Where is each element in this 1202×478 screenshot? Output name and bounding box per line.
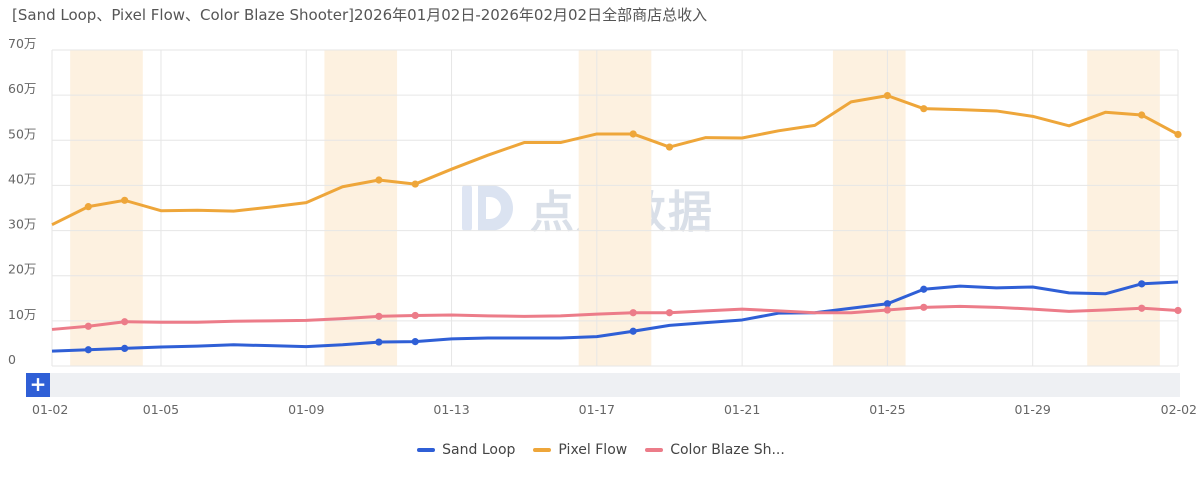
legend-label: Pixel Flow (558, 442, 628, 458)
data-point[interactable] (375, 176, 383, 184)
legend-item-0[interactable]: Sand Loop (417, 442, 515, 458)
y-tick-label: 20万 (8, 262, 36, 277)
series-lines (51, 94, 1179, 353)
series-line-2[interactable] (51, 304, 1179, 331)
zoom-expand-button[interactable]: + (26, 373, 50, 397)
x-tick-label: 01-29 (1015, 402, 1051, 417)
legend-swatch (533, 448, 552, 452)
data-point[interactable] (1138, 280, 1146, 288)
highlight-band-0 (70, 50, 143, 366)
data-point[interactable] (629, 130, 637, 138)
legend-item-1[interactable]: Pixel Flow (533, 442, 627, 458)
data-point[interactable] (121, 196, 129, 204)
data-point[interactable] (1138, 304, 1146, 312)
x-tick-label: 01-02 (32, 402, 68, 417)
legend-swatch (417, 448, 436, 452)
legend-item-2[interactable]: Color Blaze Sh... (645, 442, 785, 458)
x-axis-ticks: 01-02 01-05 01-09 01-13 01-17 01-21 01-25 01-29… (32, 402, 1197, 417)
highlight-band-2 (578, 50, 652, 366)
legend: Sand Loop Pixel Flow Color Blaze Sh... (0, 442, 1202, 458)
data-point[interactable] (920, 303, 928, 311)
data-point[interactable] (84, 322, 92, 330)
data-point[interactable] (1174, 130, 1182, 139)
series-markers (84, 91, 1182, 354)
y-tick-label: 10万 (8, 307, 36, 322)
highlight-band-4 (1087, 50, 1160, 366)
legend-label: Color Blaze Sh... (670, 442, 785, 458)
data-point[interactable] (665, 143, 674, 151)
data-point[interactable] (84, 203, 92, 211)
data-point[interactable] (1174, 306, 1182, 315)
data-point[interactable] (121, 318, 129, 326)
highlight-band-1 (324, 50, 398, 366)
y-tick-label: 70万 (8, 36, 36, 51)
data-point[interactable] (920, 105, 928, 113)
x-tick-label: 01-25 (869, 402, 905, 417)
data-point[interactable] (920, 285, 928, 293)
x-tick-label: 01-09 (288, 402, 324, 417)
data-point[interactable] (883, 300, 892, 308)
data-point[interactable] (665, 309, 674, 317)
data-point[interactable] (411, 311, 419, 320)
data-point[interactable] (883, 306, 892, 314)
data-point[interactable] (629, 327, 637, 335)
x-tick-label: 01-05 (143, 402, 179, 417)
legend-swatch (645, 448, 664, 452)
y-tick-label: 40万 (8, 171, 36, 186)
y-tick-label: 0 (8, 352, 16, 367)
data-point[interactable] (883, 91, 892, 100)
zoom-slider-track[interactable] (26, 373, 1180, 397)
y-axis-ticks: 0 10万 20万 30万 40万 50万 60万 70万 (8, 36, 36, 367)
data-point[interactable] (1138, 111, 1146, 119)
data-point[interactable] (375, 312, 383, 320)
data-point[interactable] (629, 309, 637, 317)
x-tick-label: 01-17 (579, 402, 615, 417)
legend-label: Sand Loop (442, 442, 516, 458)
y-tick-label: 60万 (8, 81, 36, 96)
data-point[interactable] (84, 346, 92, 354)
data-point[interactable] (411, 180, 419, 188)
y-tick-label: 30万 (8, 217, 36, 232)
chart-title: [Sand Loop、Pixel Flow、Color Blaze Shoote… (12, 6, 708, 24)
y-tick-label: 50万 (8, 126, 36, 141)
highlight-bands (70, 50, 1160, 366)
x-tick-label: 02-02 (1161, 402, 1197, 417)
series-line-1[interactable] (51, 94, 1179, 227)
diandian-logo-icon (462, 185, 513, 231)
series-line-0[interactable] (51, 280, 1179, 353)
x-tick-label: 01-13 (433, 402, 469, 417)
data-point[interactable] (411, 338, 419, 346)
data-point[interactable] (375, 338, 383, 346)
x-tick-label: 01-21 (724, 402, 760, 417)
data-point[interactable] (121, 344, 129, 352)
